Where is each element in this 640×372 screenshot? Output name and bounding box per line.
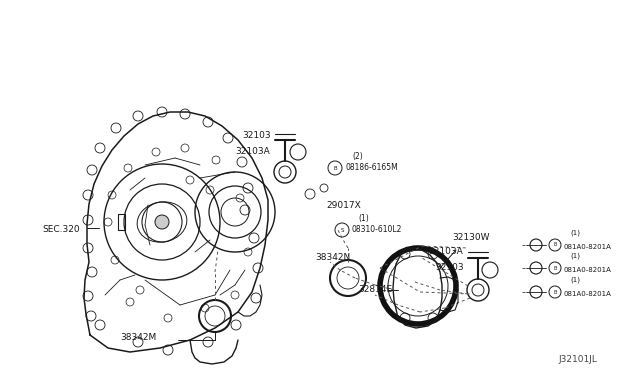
- Text: 29017X: 29017X: [326, 202, 361, 211]
- Text: B: B: [554, 266, 557, 270]
- Text: S: S: [340, 228, 344, 232]
- Text: B: B: [554, 243, 557, 247]
- Text: (1): (1): [570, 277, 580, 283]
- Text: 38342N: 38342N: [315, 253, 350, 263]
- Text: B: B: [333, 166, 337, 170]
- Text: (1): (1): [570, 253, 580, 259]
- Circle shape: [155, 215, 169, 229]
- Text: B: B: [554, 289, 557, 295]
- Text: 08186-6165M: 08186-6165M: [345, 164, 397, 173]
- Text: 38342M: 38342M: [120, 334, 156, 343]
- Text: 081A0-8201A: 081A0-8201A: [564, 291, 612, 297]
- Text: 32814E: 32814E: [358, 285, 392, 295]
- Text: 32130W: 32130W: [452, 234, 490, 243]
- Text: (1): (1): [358, 214, 369, 222]
- Text: (1): (1): [570, 230, 580, 236]
- Text: 081A0-8201A: 081A0-8201A: [564, 244, 612, 250]
- Text: 32103A: 32103A: [428, 247, 463, 257]
- Text: J32101JL: J32101JL: [558, 355, 597, 364]
- Text: 32103: 32103: [435, 263, 463, 273]
- Text: 081A0-8201A: 081A0-8201A: [564, 267, 612, 273]
- Text: (2): (2): [352, 151, 363, 160]
- Text: SEC.320: SEC.320: [42, 225, 79, 234]
- Text: 32103A: 32103A: [235, 148, 269, 157]
- Text: 32103: 32103: [242, 131, 271, 140]
- Text: 08310-610L2: 08310-610L2: [352, 225, 403, 234]
